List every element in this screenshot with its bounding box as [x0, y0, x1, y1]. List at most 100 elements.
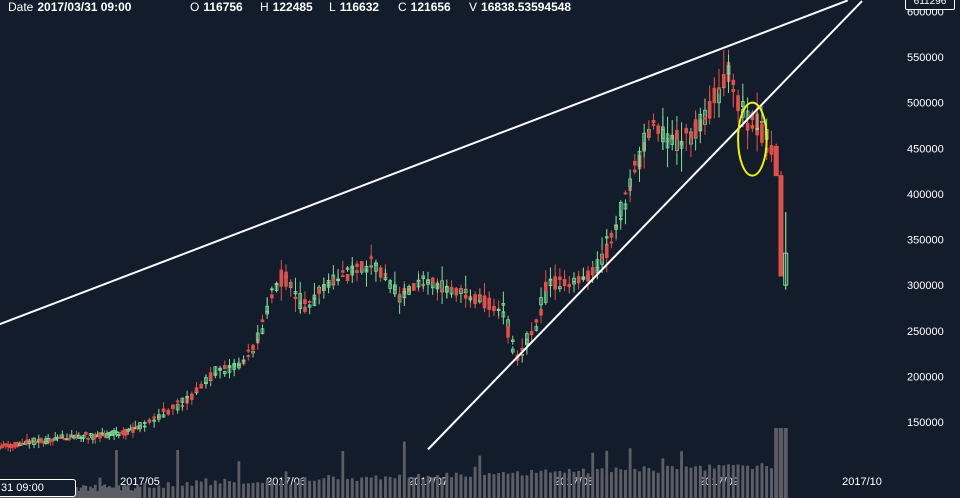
date-label: Date: [8, 0, 34, 14]
volume-bar: [171, 486, 175, 498]
volume-bar: [595, 472, 599, 498]
volume-bar: [157, 485, 161, 498]
down-candle-body: [689, 132, 693, 139]
volume-bar: [204, 478, 208, 498]
volume-bar: [605, 450, 609, 498]
volume-bar: [407, 477, 411, 498]
down-candle-body: [760, 124, 764, 143]
volume-bar: [365, 476, 368, 498]
up-candle-body: [665, 133, 670, 143]
volume-bar: [652, 472, 655, 498]
volume-bar: [525, 475, 529, 498]
y-tick-label: 250000: [907, 326, 944, 338]
volume-bar: [501, 471, 505, 498]
down-candle-body: [656, 125, 660, 134]
down-candle-body: [745, 123, 750, 131]
volume-bar: [308, 483, 312, 498]
up-candle-body: [572, 277, 576, 282]
volume-bar: [77, 490, 81, 498]
up-candle-body: [265, 305, 269, 313]
x-tick-label: 2017/10: [842, 476, 882, 488]
volume-bar: [511, 476, 515, 498]
volume-bar: [586, 473, 590, 498]
down-candle-body: [1, 444, 6, 447]
down-candle-body: [736, 102, 740, 112]
down-candle-body: [74, 434, 79, 438]
crash-volume-bar: [774, 428, 779, 498]
down-candle-body: [166, 409, 171, 413]
down-candle-body: [769, 145, 774, 155]
volume-value: 16838.53594548: [481, 0, 572, 14]
up-candle-body: [255, 332, 260, 341]
volume-bar: [185, 482, 189, 498]
crosshair-date-label: 31 09:00: [0, 479, 76, 497]
down-candle-body: [492, 306, 496, 312]
up-candle-body: [114, 431, 119, 434]
volume-bar: [237, 485, 241, 498]
volume-bar: [75, 487, 78, 498]
down-candle-body: [86, 437, 90, 440]
up-candle-body: [100, 432, 105, 435]
volume-bar: [450, 477, 453, 498]
down-candle-body: [647, 132, 651, 137]
up-candle-body: [241, 359, 246, 362]
volume-bar: [136, 484, 140, 498]
down-candle-body: [175, 400, 180, 403]
up-candle-body: [755, 128, 759, 130]
volume-bar: [232, 484, 236, 498]
up-candle-body: [227, 365, 232, 373]
up-candle-body: [237, 362, 241, 369]
volume-bar: [89, 486, 92, 498]
up-candle-body: [326, 279, 331, 288]
low-readout: L 116632: [329, 0, 379, 14]
volume-bar: [242, 485, 246, 498]
volume-bar: [619, 469, 623, 498]
up-candle-body: [185, 395, 189, 398]
up-candle-body: [204, 377, 208, 384]
volume-bar: [591, 452, 595, 498]
volume-bar: [115, 450, 118, 498]
up-candle-body: [88, 433, 93, 436]
volume-bar: [567, 468, 571, 498]
up-candle-body: [293, 291, 298, 295]
down-candle-body: [558, 276, 562, 281]
up-candle-body: [407, 285, 411, 295]
volume-bar: [727, 468, 730, 498]
up-candle-body: [126, 429, 131, 432]
volume-bar: [261, 484, 264, 498]
down-candle-body: [39, 438, 43, 442]
volume-bar: [336, 479, 340, 498]
volume-bar: [270, 482, 274, 498]
volume-bar: [331, 476, 335, 498]
volume-bar: [124, 485, 128, 498]
volume-bar: [722, 465, 726, 498]
volume-bar: [341, 451, 345, 498]
down-candle-body: [703, 117, 707, 120]
down-candle-body: [84, 431, 88, 435]
volume-bar: [199, 481, 203, 498]
volume-bar: [180, 485, 184, 498]
trendline: [0, 0, 849, 326]
volume-bar: [346, 478, 349, 498]
up-candle-body: [618, 202, 623, 217]
volume-bar: [459, 475, 463, 498]
up-candle-body: [374, 262, 378, 272]
down-candle-body: [717, 87, 721, 90]
down-candle-body: [29, 440, 34, 443]
down-candle-body: [675, 130, 679, 140]
y-tick-label: 550000: [907, 52, 944, 64]
volume-bar: [624, 469, 627, 498]
down-candle-body: [731, 79, 736, 85]
volume-bar: [138, 489, 142, 498]
up-candle-body: [525, 333, 529, 346]
low-label: L: [329, 0, 336, 14]
volume-bar: [412, 477, 416, 498]
volume-bar: [553, 471, 557, 498]
volume-bar: [731, 464, 735, 498]
volume-bar: [246, 483, 250, 498]
volume-bar: [770, 468, 773, 498]
up-candle-body: [435, 283, 440, 290]
high-value: 122485: [272, 0, 313, 14]
